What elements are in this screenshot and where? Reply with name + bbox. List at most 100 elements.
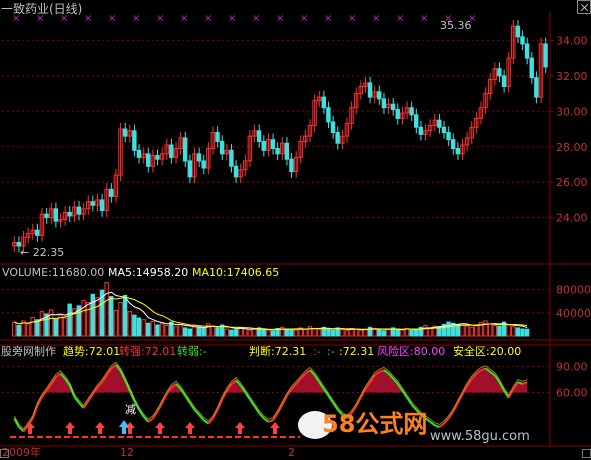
low-price-label: ← 22.35 [20, 246, 64, 259]
volume-bar [35, 319, 40, 337]
candle-body [169, 144, 174, 158]
candle-body [99, 199, 105, 212]
scroll-right-icon[interactable] [582, 449, 591, 458]
indicator-tick-label: 90.00 [556, 361, 588, 374]
indicator-line [82, 400, 90, 409]
candle-body [543, 43, 548, 68]
candle-body [390, 103, 396, 111]
volume-bar [81, 300, 86, 337]
volume-bar [48, 309, 54, 337]
candle-body [76, 206, 82, 215]
volume-tick-label: 40000 [556, 307, 591, 320]
candle-body [372, 91, 377, 98]
volume-bar [206, 323, 211, 337]
candle-body [192, 153, 197, 178]
signal-marker: × [180, 13, 188, 24]
indicator-line [406, 397, 413, 406]
volume-bar [464, 325, 470, 337]
indicator-line [471, 372, 478, 380]
indicator-line [59, 372, 66, 380]
indicator-line [18, 426, 25, 433]
candle-body [95, 199, 100, 206]
indicator-line [216, 399, 224, 411]
price-panel[interactable]: × × × × × × × × × × × × × × × × × × × ×35.36← 22.35 [12, 13, 548, 259]
price-tick-label: 28.00 [556, 141, 588, 154]
volume-bar [455, 324, 461, 337]
volume-bar [501, 321, 507, 337]
indicator-line [198, 414, 205, 421]
indicator-line [268, 419, 274, 423]
volume-bar [515, 327, 521, 337]
volume-bar [72, 308, 77, 337]
candle-body [53, 208, 59, 222]
candle-body [146, 153, 151, 167]
indicator-line [221, 390, 228, 400]
volume-bar [90, 293, 95, 337]
candle-body [164, 144, 169, 155]
indicator-line [522, 381, 528, 385]
candle-body [423, 130, 428, 135]
signal-marker: × [60, 13, 68, 24]
indicator-line [392, 378, 399, 385]
indicator-line [87, 393, 94, 402]
volume-panel[interactable]: VOLUME:11680.00 MA5:14958.20 MA10:17406.65 [2, 266, 530, 337]
signal-marker: × [84, 13, 92, 24]
candle-body [538, 43, 544, 98]
candle-body [44, 213, 49, 219]
candle-body [303, 135, 308, 142]
volume-bar [483, 320, 488, 337]
volume-bar [307, 326, 313, 337]
indicator-line [152, 410, 159, 419]
close-icon[interactable] [577, 0, 591, 14]
volume-bar [210, 325, 216, 337]
volume-bar [252, 328, 257, 337]
indicator-line [78, 402, 85, 409]
axes: 34.00 32.00 30.00 28.00 26.00 24.00 80000 40000… [2, 34, 591, 459]
volume-bar [511, 326, 516, 337]
volume-bar [418, 326, 424, 337]
candle-body [21, 236, 26, 247]
scroll-left-icon[interactable] [0, 449, 9, 458]
candle-body [474, 117, 479, 128]
volume-bar [358, 329, 363, 337]
volume-bar [423, 325, 428, 337]
indicator-line [466, 378, 473, 387]
indicator-line [45, 383, 53, 392]
indicator-legend-item: 股旁网制作 [1, 344, 56, 358]
candle-body [210, 132, 216, 150]
indicator-line [212, 409, 219, 419]
candle-body [201, 160, 206, 169]
volume-bar [487, 323, 493, 337]
candle-body [307, 124, 313, 137]
volume-bar [326, 328, 331, 337]
volume-bar [173, 326, 179, 337]
volume-bar [62, 317, 68, 337]
indicator-line [55, 372, 62, 378]
indicator-line [420, 414, 427, 420]
indicator-line [101, 374, 108, 383]
candle-body [196, 153, 202, 162]
volume-bar [441, 323, 447, 337]
indicator-line [249, 398, 256, 407]
indicator-legend-item: 风险区:80.00 [377, 344, 445, 358]
volume-bar [169, 321, 174, 337]
volume-bar [85, 301, 91, 337]
buy-arrow-icon [95, 422, 105, 434]
volume-bar [229, 329, 234, 337]
volume-bar [247, 330, 253, 337]
volume-bar [266, 329, 271, 337]
indicator-line [115, 364, 122, 372]
volume-bar [196, 326, 202, 337]
signal-marker: × [444, 13, 452, 24]
candle-body [215, 132, 220, 142]
signal-marker: × [396, 13, 404, 24]
volume-bar [298, 327, 303, 337]
volume-bar [109, 296, 114, 337]
candle-body [104, 188, 109, 212]
signal-marker: × [324, 13, 332, 24]
indicator-line [31, 405, 39, 419]
indicator-legend-item: :- [327, 345, 335, 358]
candle-body [118, 128, 123, 176]
